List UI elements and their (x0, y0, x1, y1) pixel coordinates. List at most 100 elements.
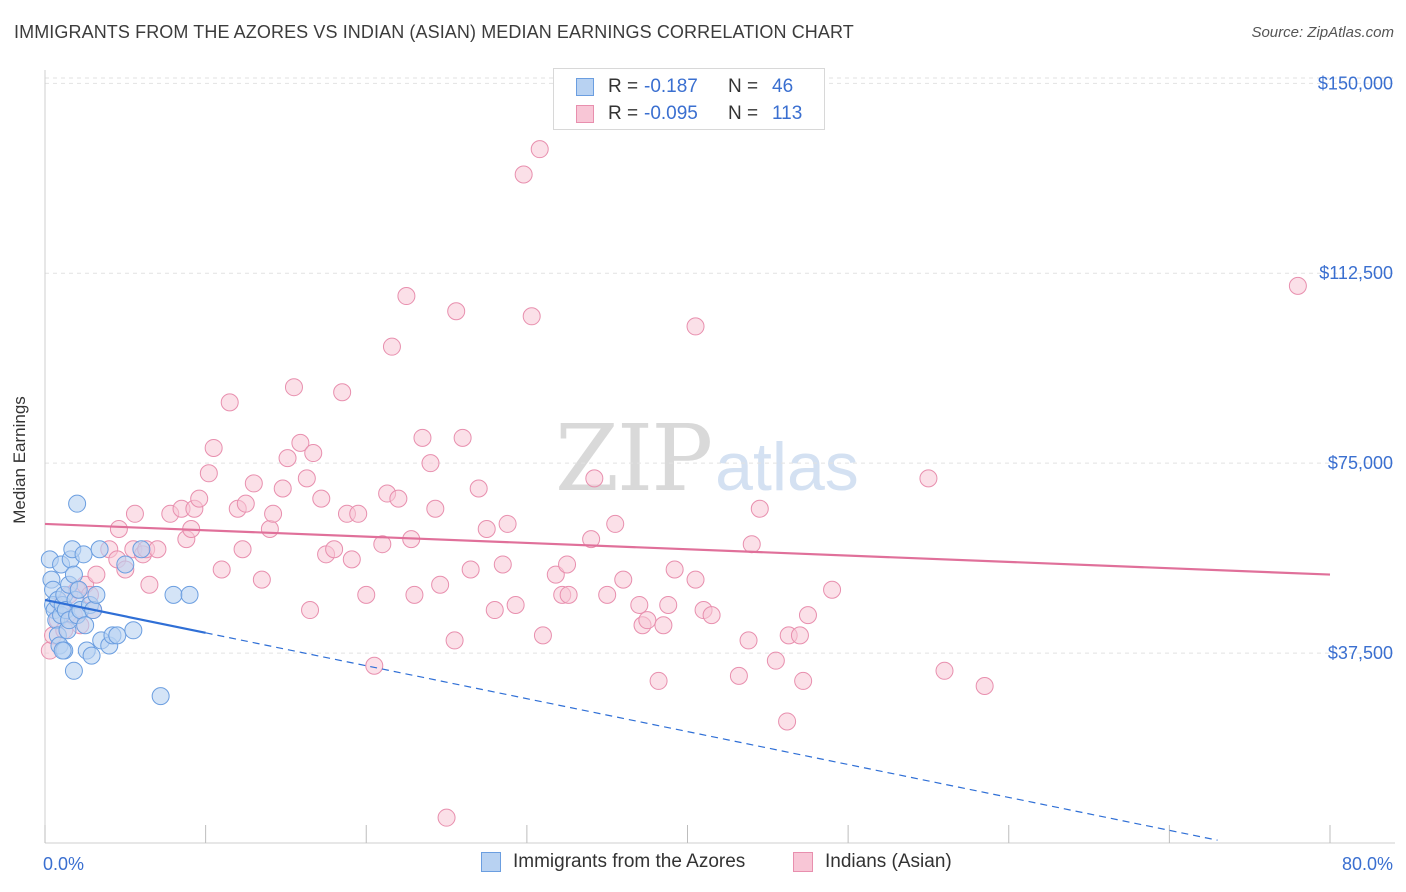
indian-point (686, 317, 705, 336)
r-label: R = (608, 103, 639, 124)
indian-point (766, 651, 785, 670)
indian-point (823, 580, 842, 599)
legend-item-indian: Indians (Asian) (793, 851, 952, 873)
indian-point (453, 428, 472, 447)
watermark-atlas: atlas (715, 429, 859, 505)
legend-label-azores: Immigrants from the Azores (513, 851, 746, 872)
indian-point (630, 595, 649, 614)
indian-point (614, 570, 633, 589)
indian-point (252, 570, 271, 589)
indian-point (397, 287, 416, 306)
indian-point (220, 393, 239, 412)
indian-point (431, 575, 450, 594)
indian-point (199, 464, 218, 483)
azores-swatch (576, 78, 594, 96)
azores-point (116, 555, 135, 574)
indian-point (477, 520, 496, 538)
stats-legend-row-indian: R = -0.095 N = 113 (576, 102, 802, 126)
indian-point (558, 555, 577, 574)
indian-point (389, 489, 408, 508)
x-tick-label-max: 80.0% (1342, 854, 1393, 874)
indian-point (264, 504, 283, 523)
indian-point (421, 454, 440, 473)
stats-legend-row-azores: R = -0.187 N = 46 (576, 75, 793, 99)
indian-point (297, 469, 316, 488)
indian-point (333, 383, 352, 402)
r-value: -0.187 (644, 76, 698, 97)
indian-point (530, 140, 549, 159)
y-tick-label: $75,000 (1328, 453, 1393, 473)
indian-point (244, 474, 263, 493)
series-legend: Immigrants from the Azores Indians (Asia… (0, 851, 1406, 877)
indian-point (109, 520, 128, 538)
legend-item-azores: Immigrants from the Azores (481, 851, 745, 873)
indian-point (493, 555, 512, 574)
azores-point (151, 687, 170, 706)
n-value: 46 (772, 76, 794, 97)
indian-point (778, 712, 797, 731)
y-tick-label: $112,500 (1319, 263, 1393, 283)
indian-point (413, 428, 432, 447)
indian-point (559, 585, 578, 604)
indian-point (365, 656, 384, 675)
azores-point (108, 626, 127, 645)
indian-point (291, 433, 310, 452)
r-label: R = (608, 76, 639, 97)
azores-trend-line (44, 598, 206, 634)
azores-point (68, 494, 87, 513)
indian-point (284, 378, 303, 397)
indian-point (638, 611, 657, 630)
indian-point (301, 601, 320, 620)
indian-point (325, 540, 344, 559)
indian-point (445, 631, 464, 650)
indian-point (212, 560, 231, 579)
indian-point (598, 585, 617, 604)
indian-point (606, 514, 625, 533)
indian-point (750, 499, 769, 518)
indian-point (373, 535, 392, 554)
indian-point (665, 560, 684, 579)
indian-point (469, 479, 488, 498)
indian-point (729, 666, 748, 685)
chart-title: IMMIGRANTS FROM THE AZORES VS INDIAN (AS… (14, 22, 854, 42)
indian-point (975, 677, 994, 695)
indian-point (190, 489, 209, 508)
indian-point (546, 565, 565, 584)
watermark: ZIPatlas (555, 405, 859, 512)
indian-point (233, 540, 252, 559)
indian-point (514, 165, 533, 184)
indian-point (461, 560, 480, 579)
azores-point (64, 661, 83, 680)
indian-point (447, 302, 466, 321)
indian-point (426, 499, 445, 518)
azores-point (180, 585, 199, 604)
indian-point (659, 595, 678, 614)
azores-trend-extension (205, 632, 1218, 841)
azores-point (64, 565, 83, 584)
y-tick-label: $37,500 (1328, 643, 1393, 663)
indian-point (273, 479, 292, 498)
indian-point (654, 616, 673, 635)
y-tick-label: $150,000 (1318, 73, 1393, 93)
azores-point (90, 540, 109, 559)
indian-point (382, 337, 401, 356)
indian-point (498, 514, 517, 533)
indian-point (278, 449, 297, 468)
indian-point (87, 565, 106, 584)
indian-point (794, 671, 813, 690)
indian-point (686, 570, 705, 589)
source-label: Source: ZipAtlas.com (1251, 24, 1394, 41)
indian-point (148, 540, 167, 559)
indian-point (405, 585, 424, 604)
indian-point (125, 504, 144, 523)
indian-point (522, 307, 541, 326)
azores-point (124, 621, 143, 640)
indian-trend-line (44, 522, 1331, 576)
n-value: 113 (772, 103, 803, 124)
indian-point (342, 550, 361, 569)
azores-legend-swatch (481, 852, 501, 872)
indian-point (1288, 276, 1307, 295)
azores-point (53, 641, 72, 660)
indian-point (739, 631, 758, 650)
indian-point (204, 438, 223, 457)
